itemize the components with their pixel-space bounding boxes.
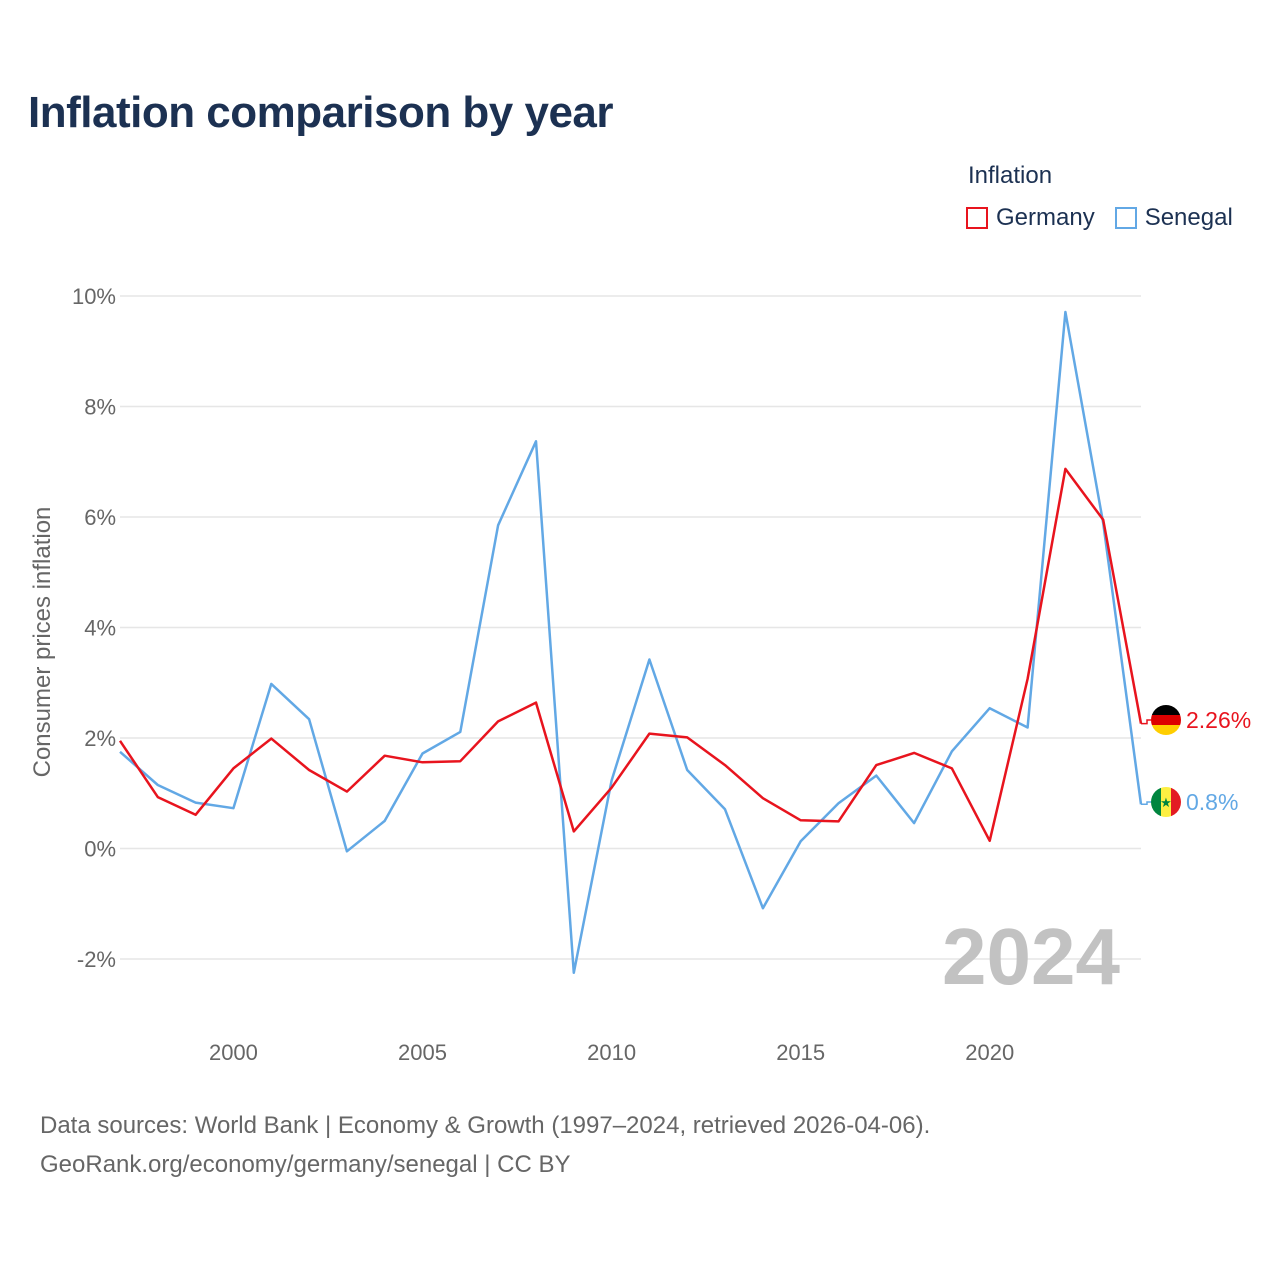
y-tick-label: 8% — [84, 395, 116, 420]
y-tick-label: 2% — [84, 726, 116, 751]
series-line-germany[interactable] — [118, 467, 1143, 843]
svg-text:★: ★ — [1160, 796, 1172, 811]
data-source-note: Data sources: World Bank | Economy & Gro… — [40, 1106, 930, 1184]
x-tick-label: 2010 — [587, 1040, 636, 1065]
series-line-senegal[interactable] — [119, 310, 1143, 975]
x-axis-ticks: 2000 2005 2010 2015 2020 — [209, 1040, 1014, 1065]
y-axis-ticks: -2% 0% 2% 4% 6% 8% 10% — [72, 284, 116, 972]
series-end-labels: 2.26% ★ 0.8% — [1141, 705, 1251, 817]
gridlines — [120, 295, 1141, 960]
legend-item-senegal[interactable]: Senegal — [1114, 204, 1233, 232]
germany-swatch-icon — [966, 207, 988, 229]
x-tick-label: 2000 — [209, 1040, 258, 1065]
germany-flag-icon — [1151, 705, 1181, 735]
series-lines — [118, 310, 1143, 975]
y-tick-label: -2% — [77, 947, 116, 972]
page-title: Inflation comparison by year — [28, 88, 614, 137]
y-tick-label: 6% — [84, 505, 116, 530]
y-tick-label: 10% — [72, 284, 116, 309]
source-line-2[interactable]: GeoRank.org/economy/germany/senegal | CC… — [40, 1151, 571, 1178]
legend-label-senegal: Senegal — [1144, 204, 1233, 231]
legend-title: Inflation — [968, 162, 1053, 189]
senegal-flag-icon: ★ — [1151, 787, 1181, 817]
senegal-swatch-icon — [1114, 207, 1137, 229]
year-watermark: 2024 — [942, 912, 1120, 1001]
y-tick-label: 0% — [84, 837, 116, 862]
x-tick-label: 2020 — [965, 1040, 1014, 1065]
legend: Germany Senegal — [966, 204, 1253, 232]
x-tick-label: 2005 — [398, 1040, 447, 1065]
end-value-label-germany: 2.26% — [1186, 707, 1251, 733]
source-line-1[interactable]: Data sources: World Bank | Economy & Gro… — [40, 1112, 931, 1139]
legend-item-germany[interactable]: Germany — [966, 204, 1095, 232]
end-connector-senegal — [1141, 801, 1151, 806]
y-axis-label: Consumer prices inflation — [29, 507, 56, 778]
legend-label-germany: Germany — [996, 204, 1095, 231]
end-connector-germany — [1141, 719, 1151, 725]
end-value-label-senegal: 0.8% — [1186, 789, 1238, 815]
x-tick-label: 2015 — [776, 1040, 825, 1065]
y-tick-label: 4% — [84, 616, 116, 641]
